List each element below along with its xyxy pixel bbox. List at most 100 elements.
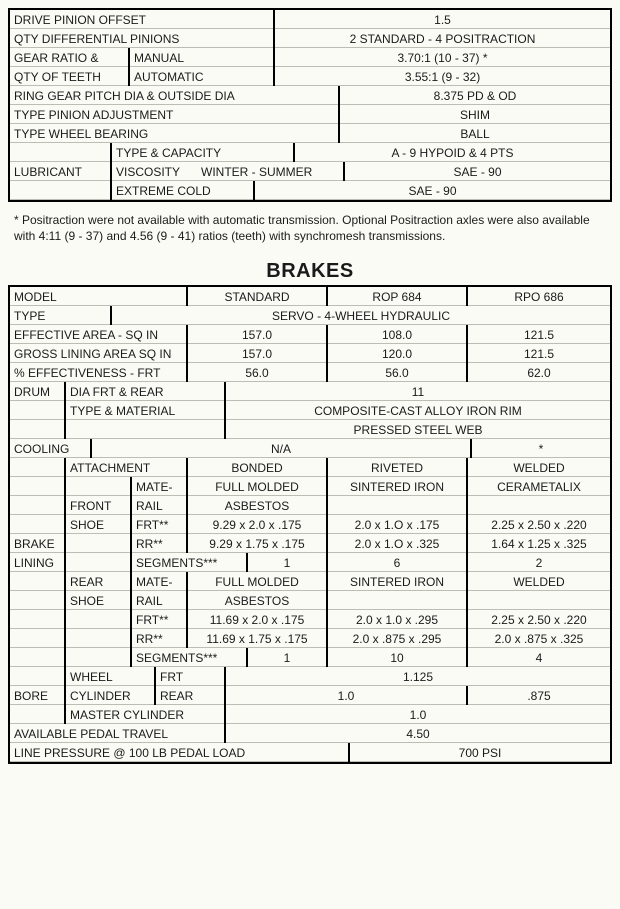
group-bore: BORE — [10, 686, 66, 705]
brakes-heading: BRAKES — [8, 260, 612, 283]
label: TYPE WHEEL BEARING — [10, 124, 340, 143]
spacer — [10, 648, 66, 667]
value: 2.0 x 1.0 x .295 — [328, 610, 468, 629]
label: REAR — [66, 572, 132, 591]
value: 9.29 x 1.75 x .175 — [188, 534, 328, 553]
label: QTY DIFFERENTIAL PINIONS — [10, 29, 275, 48]
value: A - 9 HYPOID & 4 PTS — [295, 143, 610, 162]
value: 62.0 — [468, 363, 610, 382]
label — [10, 143, 112, 162]
value: 121.5 — [468, 344, 610, 363]
value: 1.125 — [226, 667, 610, 686]
spacer — [66, 477, 132, 496]
value: 4.50 — [226, 724, 610, 743]
value: BONDED — [188, 458, 328, 477]
label: RAIL — [132, 591, 188, 610]
label: CYLINDER — [66, 686, 156, 705]
spacer — [10, 420, 66, 439]
label: AUTOMATIC — [130, 67, 275, 86]
spacer — [10, 667, 66, 686]
label: FRONT — [66, 496, 132, 515]
label: VISCOSITY — [112, 162, 197, 181]
value: 56.0 — [188, 363, 328, 382]
value: 2.0 x 1.O x .325 — [328, 534, 468, 553]
label: LINE PRESSURE @ 100 LB PEDAL LOAD — [10, 743, 350, 762]
label: EXTREME COLD — [112, 181, 255, 200]
value: WELDED — [468, 572, 610, 591]
value: 11.69 x 1.75 x .175 — [188, 629, 328, 648]
group-brake-lining: LINING — [10, 553, 66, 572]
spacer — [66, 648, 132, 667]
label: AVAILABLE PEDAL TRAVEL — [10, 724, 226, 743]
label: RR** — [132, 629, 188, 648]
col-standard: STANDARD — [188, 287, 328, 306]
value: 11 — [226, 382, 610, 401]
value: RIVETED — [328, 458, 468, 477]
spacer — [10, 610, 66, 629]
value: SINTERED IRON — [328, 477, 468, 496]
label: MATE- — [132, 477, 188, 496]
footnote: * Positraction were not available with a… — [8, 202, 612, 258]
col-686: RPO 686 — [468, 287, 610, 306]
col-684: ROP 684 — [328, 287, 468, 306]
spacer — [10, 629, 66, 648]
value: N/A — [92, 439, 472, 458]
value: SAE - 90 — [345, 162, 610, 181]
value: COMPOSITE-CAST ALLOY IRON RIM — [226, 401, 610, 420]
value: 121.5 — [468, 325, 610, 344]
spacer — [66, 420, 226, 439]
label: FRT** — [132, 515, 188, 534]
value: CERAMETALIX — [468, 477, 610, 496]
spacer — [10, 477, 66, 496]
label: WINTER - SUMMER — [197, 162, 345, 181]
value: 157.0 — [188, 325, 328, 344]
drivetrain-table: DRIVE PINION OFFSET 1.5 QTY DIFFERENTIAL… — [8, 8, 612, 202]
label: GEAR RATIO & — [10, 48, 130, 67]
group-label: LUBRICANT — [10, 162, 112, 181]
value: 2.25 x 2.50 x .220 — [468, 515, 610, 534]
label: SHOE — [66, 591, 132, 610]
value: 2 — [468, 553, 610, 572]
value: 2.25 x 2.50 x .220 — [468, 610, 610, 629]
label: TYPE & CAPACITY — [112, 143, 295, 162]
spacer — [468, 496, 610, 515]
spacer — [468, 591, 610, 610]
label: COOLING — [10, 439, 92, 458]
spacer — [66, 553, 132, 572]
value: 1.0 — [226, 686, 468, 705]
value: ASBESTOS — [188, 496, 328, 515]
label: FRT — [156, 667, 226, 686]
value: 1 — [248, 553, 328, 572]
col-model: MODEL — [10, 287, 188, 306]
label: MATE- — [132, 572, 188, 591]
value: 700 PSI — [350, 743, 610, 762]
value: 1 — [248, 648, 328, 667]
label: RAIL — [132, 496, 188, 515]
value: 4 — [468, 648, 610, 667]
label: TYPE & MATERIAL — [66, 401, 226, 420]
spacer — [10, 515, 66, 534]
label: FRT** — [132, 610, 188, 629]
value: 1.0 — [226, 705, 610, 724]
label: MANUAL — [130, 48, 275, 67]
value: 157.0 — [188, 344, 328, 363]
value: 120.0 — [328, 344, 468, 363]
label: DRIVE PINION OFFSET — [10, 10, 275, 29]
label: TYPE — [10, 306, 112, 325]
value: WELDED — [468, 458, 610, 477]
value: FULL MOLDED — [188, 477, 328, 496]
spacer — [66, 610, 132, 629]
spacer — [328, 496, 468, 515]
spacer — [10, 401, 66, 420]
value: 108.0 — [328, 325, 468, 344]
value: 2 STANDARD - 4 POSITRACTION — [275, 29, 610, 48]
group-brake-lining: BRAKE — [10, 534, 66, 553]
label: SEGMENTS*** — [132, 648, 248, 667]
value: 56.0 — [328, 363, 468, 382]
label: QTY OF TEETH — [10, 67, 130, 86]
value: 11.69 x 2.0 x .175 — [188, 610, 328, 629]
value: .875 — [468, 686, 610, 705]
label: RR** — [132, 534, 188, 553]
label: MASTER CYLINDER — [66, 705, 226, 724]
value: SAE - 90 — [255, 181, 610, 200]
